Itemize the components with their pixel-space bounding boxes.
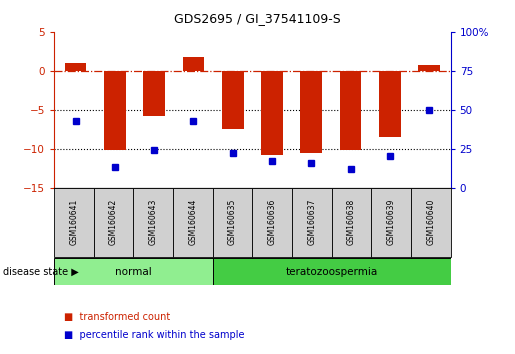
Text: GSM160639: GSM160639 <box>387 199 396 245</box>
Text: teratozoospermia: teratozoospermia <box>285 267 378 277</box>
Bar <box>65 63 87 71</box>
Text: GSM160640: GSM160640 <box>426 199 435 245</box>
Text: GSM160643: GSM160643 <box>149 199 158 245</box>
Text: GDS2695 / GI_37541109-S: GDS2695 / GI_37541109-S <box>174 12 341 25</box>
Text: GSM160641: GSM160641 <box>70 199 78 245</box>
Text: GSM160635: GSM160635 <box>228 199 237 245</box>
Bar <box>213 258 451 285</box>
Text: GSM160638: GSM160638 <box>347 199 356 245</box>
Text: ■  transformed count: ■ transformed count <box>64 312 170 322</box>
Bar <box>379 71 401 137</box>
Bar <box>183 57 204 71</box>
Bar <box>292 188 332 257</box>
Bar <box>104 71 126 150</box>
Bar <box>300 71 322 153</box>
Bar <box>133 188 173 257</box>
Text: GSM160644: GSM160644 <box>188 199 197 245</box>
Bar <box>332 188 371 257</box>
Bar <box>94 188 133 257</box>
Bar <box>252 188 292 257</box>
Bar <box>371 188 411 257</box>
Bar <box>418 65 440 71</box>
Bar <box>173 188 213 257</box>
Bar <box>54 188 94 257</box>
Text: GSM160637: GSM160637 <box>307 199 316 245</box>
Text: GSM160636: GSM160636 <box>268 199 277 245</box>
Text: GSM160642: GSM160642 <box>109 199 118 245</box>
Bar <box>213 188 252 257</box>
Bar <box>54 258 213 285</box>
Text: normal: normal <box>115 267 152 277</box>
Bar <box>222 71 244 129</box>
Bar <box>340 71 362 150</box>
Text: disease state ▶: disease state ▶ <box>3 267 78 277</box>
Bar <box>411 188 451 257</box>
Text: ■  percentile rank within the sample: ■ percentile rank within the sample <box>64 330 245 339</box>
Bar <box>261 71 283 155</box>
Bar <box>143 71 165 116</box>
